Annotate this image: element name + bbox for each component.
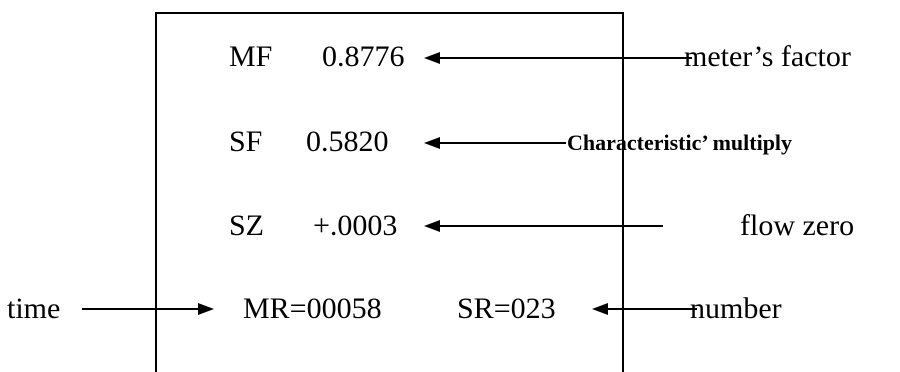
- display-panel: [155, 12, 624, 372]
- sf-code: SF: [229, 125, 263, 158]
- diagram: MF 0.8776 meter’s factor SF 0.5820 Chara…: [7, 12, 855, 372]
- mf-code: MF: [229, 40, 273, 73]
- characteristic-multiply-label: Characteristic’ multiply: [567, 130, 793, 155]
- flow-zero-label: flow zero: [740, 209, 855, 242]
- sr-readout: SR=023: [457, 292, 556, 325]
- mr-readout: MR=00058: [243, 292, 382, 325]
- meter-factor-label: meter’s factor: [684, 40, 851, 73]
- sf-value: 0.5820: [306, 125, 389, 158]
- number-label: number: [690, 292, 782, 325]
- time-label: time: [7, 292, 61, 325]
- mf-value: 0.8776: [322, 40, 405, 73]
- sz-value: +.0003: [313, 209, 398, 242]
- sz-code: SZ: [229, 209, 265, 242]
